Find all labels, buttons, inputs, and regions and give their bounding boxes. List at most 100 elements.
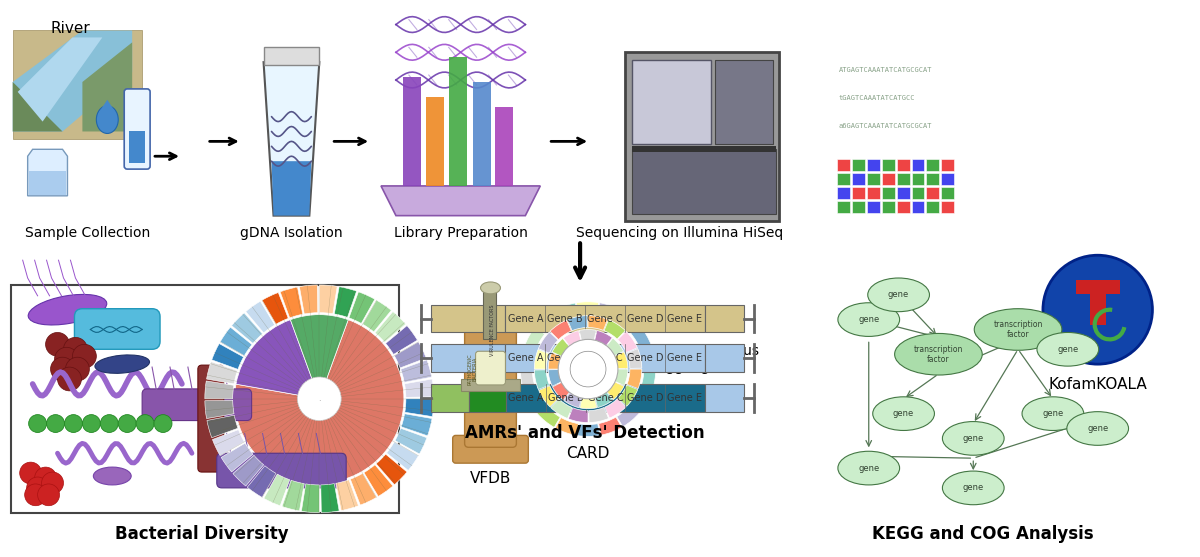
Bar <box>264 47 319 65</box>
Wedge shape <box>536 405 560 427</box>
Bar <box>130 131 145 163</box>
Text: KofamKOALA: KofamKOALA <box>1049 377 1147 392</box>
Polygon shape <box>271 161 311 216</box>
Ellipse shape <box>868 278 930 312</box>
Bar <box>912 187 924 199</box>
FancyBboxPatch shape <box>452 436 528 463</box>
FancyBboxPatch shape <box>198 365 223 472</box>
Text: Gene E: Gene E <box>667 393 702 403</box>
Text: Gene A: Gene A <box>508 314 544 324</box>
Circle shape <box>58 367 82 391</box>
Text: Sequencing on Illumina HiSeq: Sequencing on Illumina HiSeq <box>576 226 784 240</box>
Bar <box>866 187 880 199</box>
Polygon shape <box>13 82 62 131</box>
Wedge shape <box>206 415 238 438</box>
Circle shape <box>298 377 341 421</box>
Wedge shape <box>552 339 570 357</box>
Text: gene: gene <box>1057 345 1079 354</box>
Wedge shape <box>604 320 625 339</box>
Wedge shape <box>247 466 276 497</box>
Ellipse shape <box>838 451 900 485</box>
Ellipse shape <box>942 471 1004 505</box>
Ellipse shape <box>974 309 1062 350</box>
Text: Gene C: Gene C <box>588 393 623 403</box>
Wedge shape <box>631 326 652 349</box>
FancyBboxPatch shape <box>142 389 252 421</box>
Wedge shape <box>300 285 318 314</box>
Bar <box>942 201 954 213</box>
Wedge shape <box>594 330 612 347</box>
Text: Gene D: Gene D <box>626 393 664 403</box>
Polygon shape <box>100 100 115 112</box>
Circle shape <box>26 477 48 499</box>
Bar <box>496 107 514 186</box>
Wedge shape <box>550 320 571 340</box>
Bar <box>632 146 776 152</box>
Wedge shape <box>233 455 264 486</box>
Circle shape <box>35 467 56 489</box>
Text: Gene E: Gene E <box>667 353 702 363</box>
FancyBboxPatch shape <box>125 89 150 169</box>
Bar <box>836 201 850 213</box>
Text: gDNA Isolation: gDNA Isolation <box>240 226 343 240</box>
Bar <box>882 201 895 213</box>
Wedge shape <box>551 399 572 418</box>
Polygon shape <box>83 42 132 131</box>
Bar <box>625 52 779 221</box>
Bar <box>13 31 142 139</box>
Wedge shape <box>301 484 319 512</box>
Wedge shape <box>548 370 563 386</box>
Polygon shape <box>264 62 319 216</box>
Wedge shape <box>395 428 427 454</box>
Text: PATHOGENIC
BACTERIA: PATHOGENIC BACTERIA <box>467 353 478 385</box>
Wedge shape <box>626 349 642 368</box>
Circle shape <box>25 484 47 506</box>
Text: Gene B: Gene B <box>547 353 583 363</box>
Wedge shape <box>568 316 587 331</box>
Text: Gene E: Gene E <box>667 314 702 324</box>
Wedge shape <box>552 382 571 400</box>
Text: gene: gene <box>962 483 984 492</box>
Text: Gene C: Gene C <box>587 314 623 324</box>
Wedge shape <box>262 292 288 324</box>
Circle shape <box>19 462 42 484</box>
Circle shape <box>66 357 89 381</box>
Text: AMRs' and VFs' Detection: AMRs' and VFs' Detection <box>466 423 704 442</box>
Text: Gene D: Gene D <box>626 353 664 363</box>
Text: Gene B: Gene B <box>548 393 583 403</box>
Polygon shape <box>28 149 67 196</box>
Wedge shape <box>349 292 374 324</box>
Text: Bacterial Diversity: Bacterial Diversity <box>115 525 289 543</box>
Bar <box>942 173 954 185</box>
Bar <box>505 305 704 333</box>
Wedge shape <box>246 301 275 333</box>
Bar <box>896 159 910 171</box>
Ellipse shape <box>480 282 500 294</box>
Wedge shape <box>221 443 253 472</box>
Bar <box>926 201 940 213</box>
Wedge shape <box>404 379 433 397</box>
Bar <box>11 285 398 512</box>
Wedge shape <box>264 474 289 506</box>
Wedge shape <box>235 320 404 483</box>
Wedge shape <box>386 442 419 471</box>
Wedge shape <box>641 369 655 391</box>
Circle shape <box>65 414 83 432</box>
Bar <box>866 173 880 185</box>
Wedge shape <box>548 353 563 369</box>
Bar <box>852 173 865 185</box>
Wedge shape <box>362 300 391 332</box>
Bar <box>852 201 865 213</box>
Text: KEGG and COG Analysis: KEGG and COG Analysis <box>872 525 1094 543</box>
Wedge shape <box>385 326 418 354</box>
Polygon shape <box>13 31 132 131</box>
Bar <box>632 149 776 214</box>
Circle shape <box>50 357 74 381</box>
Text: a6GAGTCAAATATCATGCGCAT: a6GAGTCAAATATCATGCGCAT <box>839 123 932 129</box>
Bar <box>852 187 865 199</box>
Circle shape <box>154 414 172 432</box>
Wedge shape <box>556 418 578 436</box>
Bar <box>836 159 850 171</box>
Text: ATGAGTCAAATATCATGCGCAT: ATGAGTCAAATATCATGCGCAT <box>839 67 932 73</box>
Bar <box>912 201 924 213</box>
